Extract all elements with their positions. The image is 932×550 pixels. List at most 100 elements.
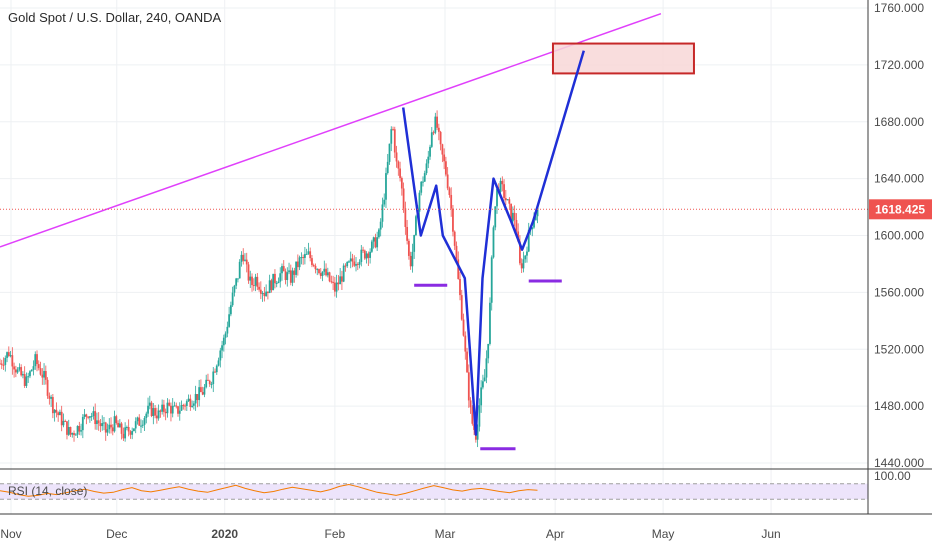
candle-body (395, 152, 398, 162)
rsi-pane[interactable]: RSI (14, close) 100.00 (0, 469, 911, 500)
candle-body (300, 257, 303, 259)
candle-body (298, 257, 301, 268)
candle-body (57, 412, 60, 416)
candle-body (88, 416, 91, 418)
candle-body (217, 360, 220, 366)
candle-body (335, 282, 338, 292)
candle-body (182, 405, 185, 407)
candle-body (422, 181, 424, 183)
candle-body (41, 374, 44, 378)
candle-body (231, 292, 234, 306)
candle-body (46, 379, 49, 396)
candle-body (229, 305, 232, 315)
candle-body (284, 271, 287, 281)
candle-body (43, 371, 45, 378)
candle-body (62, 420, 65, 426)
candle-body (444, 161, 447, 175)
candle-body (430, 132, 433, 147)
candle-body (531, 227, 534, 230)
candle-body (326, 272, 329, 276)
candle-body (443, 154, 446, 162)
candle-body (219, 350, 222, 361)
candle-body (80, 430, 82, 432)
candle-body (358, 261, 361, 265)
grid-lines (0, 0, 868, 514)
candle-body (18, 367, 21, 370)
candle-body (48, 395, 51, 399)
candle-body (314, 265, 317, 270)
candle-body (526, 251, 528, 256)
candle-body (242, 254, 245, 261)
candle-body (150, 402, 153, 416)
candle-body (489, 302, 491, 344)
candle-body (166, 402, 169, 414)
candle-body (237, 278, 239, 280)
candle-body (457, 259, 460, 279)
candle-body (344, 265, 347, 267)
candle-body (69, 427, 72, 435)
candle-body (473, 423, 475, 430)
candle-body (173, 405, 176, 407)
candle-body (13, 366, 15, 370)
candle-body (390, 129, 393, 144)
candle-body (210, 383, 213, 385)
candle-body (200, 387, 202, 393)
candle-body (92, 411, 95, 417)
candle-body (118, 423, 121, 428)
candle-body (522, 259, 525, 269)
candle-body (27, 376, 30, 378)
candle-body (281, 266, 283, 274)
candle-body (295, 261, 297, 275)
candle-body (291, 270, 294, 283)
candle-body (133, 428, 135, 431)
candle-body (508, 199, 511, 204)
resistance-trendline (0, 12, 662, 248)
candle-body (312, 264, 315, 266)
candle-body (425, 163, 428, 174)
candle-body (159, 410, 162, 412)
candle-body (157, 410, 160, 419)
candle-body (261, 293, 264, 295)
candle-body (233, 285, 236, 293)
candle-body (316, 269, 319, 271)
candle-body (499, 180, 502, 192)
candle-body (134, 421, 137, 429)
candle-body (304, 254, 306, 258)
candle-body (469, 400, 472, 408)
candle-body (270, 280, 273, 291)
candle-body (39, 368, 42, 375)
candle-body (9, 355, 12, 357)
candle-body (363, 250, 366, 259)
candle-body (376, 237, 379, 248)
candle-body (240, 254, 243, 262)
candle-body (305, 253, 308, 255)
candle-body (171, 405, 174, 414)
x-tick-label: Jun (761, 527, 780, 541)
candle-body (23, 374, 26, 386)
candle-body (6, 352, 8, 358)
candle-body (467, 372, 470, 401)
candle-body (282, 266, 285, 272)
candle-body (259, 289, 262, 294)
candle-body (453, 231, 456, 246)
candle-body (527, 229, 530, 252)
candle-body (59, 411, 61, 416)
candle-body (191, 405, 194, 407)
candle-body (452, 208, 454, 232)
candle-body (25, 376, 28, 386)
candle-body (309, 251, 312, 259)
candle-body (411, 251, 414, 267)
candle-body (251, 276, 253, 286)
candle-body (108, 424, 111, 430)
candle-body (427, 156, 430, 164)
candle-body (503, 184, 505, 199)
candle-body (429, 146, 431, 157)
last-price-label: 1618.425 (875, 202, 925, 216)
candle-body (224, 333, 227, 338)
candle-body (187, 398, 190, 402)
candle-body (275, 283, 278, 285)
candle-body (263, 293, 266, 297)
candles[interactable] (0, 110, 539, 448)
